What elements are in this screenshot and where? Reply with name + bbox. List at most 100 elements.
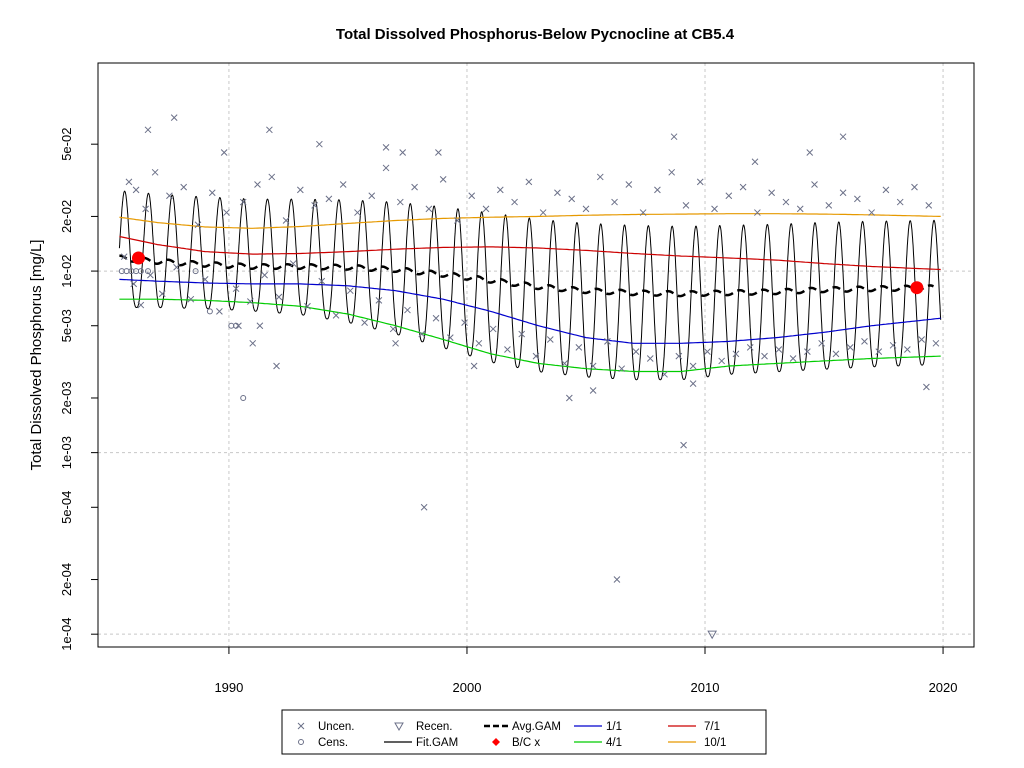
uncensored-point (911, 183, 918, 191)
uncensored-point (804, 348, 811, 355)
uncensored-point (775, 346, 783, 353)
uncensored-point (568, 195, 576, 203)
legend-label: Cens. (318, 737, 348, 749)
uncensored-point (618, 365, 626, 373)
uncensored-point (668, 168, 676, 176)
y-tick-label: 2e-02 (59, 200, 74, 233)
uncensored-point (932, 339, 940, 347)
uncensored-point (232, 285, 240, 293)
legend-label: 7/1 (704, 721, 720, 733)
legend-symbol-recen (394, 722, 404, 732)
uncensored-point (475, 339, 483, 347)
uncensored-point (304, 302, 311, 310)
uncensored-point (682, 202, 690, 209)
uncensored-point (254, 181, 261, 188)
uncensored-point (825, 202, 833, 209)
legend-label: Recen. (416, 721, 452, 733)
legend-label: Uncen. (318, 721, 354, 733)
uncensored-point (132, 186, 140, 194)
uncensored-point (166, 192, 173, 200)
uncensored-point (504, 346, 511, 353)
censored-point (228, 322, 235, 329)
uncensored-point (339, 181, 347, 188)
uncensored-point (318, 277, 326, 285)
uncensored-point (325, 195, 333, 203)
uncensored-point (170, 114, 178, 122)
uncensored-point (375, 296, 383, 304)
uncensored-point (903, 346, 911, 353)
axes: 1990 2000 2010 2020 1e-04 2e-04 5e-04 1e-03 2e-0… (59, 128, 958, 695)
uncensored-point (604, 338, 611, 345)
uncensored-point (680, 441, 687, 449)
uncensored-point (518, 330, 526, 338)
uncensored-point (289, 260, 297, 267)
uncensored-point (751, 158, 759, 166)
uncensored-point (654, 186, 661, 194)
legend-label: 4/1 (606, 737, 622, 749)
uncensored-point (282, 217, 290, 224)
uncensored-point (923, 383, 930, 391)
uncensored-point (187, 295, 195, 303)
legend-label: 1/1 (606, 721, 622, 733)
legend-label: 10/1 (704, 737, 726, 749)
uncensored-point (275, 293, 283, 301)
uncensored-point (854, 195, 861, 203)
uncensored-point (361, 319, 368, 326)
uncensored-point (746, 344, 754, 351)
y-tick-label: 2e-04 (59, 563, 74, 596)
legend-label: Fit.GAM (416, 737, 458, 749)
series-line-10-1 (119, 213, 941, 229)
uncensored-point (208, 189, 216, 197)
uncensored-point (332, 312, 340, 319)
legend-box (281, 709, 767, 755)
uncensored-point (382, 164, 390, 172)
uncensored-point (399, 149, 407, 156)
uncensored-point (194, 221, 202, 229)
uncensored-point (546, 336, 554, 343)
uncensored-point (754, 209, 761, 216)
recensored-point (707, 630, 718, 640)
uncensored-point (158, 290, 166, 298)
uncensored-point (223, 209, 230, 216)
legend: Uncen. Cens. Recen. Fit.GAM Avg.GAM B/C x 1/1 4… (281, 709, 767, 755)
uncensored-point (418, 330, 426, 338)
uncensored-point (180, 183, 188, 191)
censored-point (192, 268, 199, 275)
uncensored-point (268, 173, 276, 181)
uncensored-point (789, 355, 797, 362)
uncensored-point (316, 140, 323, 148)
uncensored-point (806, 149, 814, 156)
legend-symbol-bc (492, 738, 500, 746)
uncensored-point (782, 198, 790, 206)
uncensored-point (832, 350, 840, 358)
uncensored-point (425, 205, 433, 213)
uncensored-point (725, 192, 733, 200)
y-tick-label: 1e-02 (59, 254, 74, 287)
series-line-4-1 (119, 298, 941, 373)
uncensored-point (468, 192, 476, 200)
grid-lines (98, 63, 974, 647)
uncensored-point (704, 348, 711, 355)
uncensored-point (239, 198, 247, 206)
uncensored-point (565, 394, 573, 402)
uncensored-point (875, 348, 883, 355)
series-line-1-1 (119, 278, 941, 344)
uncensored-point (261, 271, 268, 279)
uncensored-point (266, 126, 273, 134)
uncensored-point (596, 173, 604, 181)
uncensored-point (575, 344, 583, 351)
uncensored-point (711, 205, 718, 213)
uncensored-point (761, 352, 768, 360)
uncensored-point (561, 360, 568, 367)
uncensored-point (646, 355, 654, 362)
uncensored-point (868, 209, 875, 216)
uncensored-point (354, 209, 361, 216)
points-layer (118, 114, 940, 640)
chart-title: Total Dissolved Phosphorus-Below Pycnocl… (336, 26, 735, 43)
censored-point (240, 394, 247, 401)
uncensored-point (811, 181, 818, 188)
bc-point (131, 251, 145, 265)
uncensored-point (256, 322, 264, 330)
uncensored-point (532, 352, 540, 360)
uncensored-point (142, 205, 149, 213)
